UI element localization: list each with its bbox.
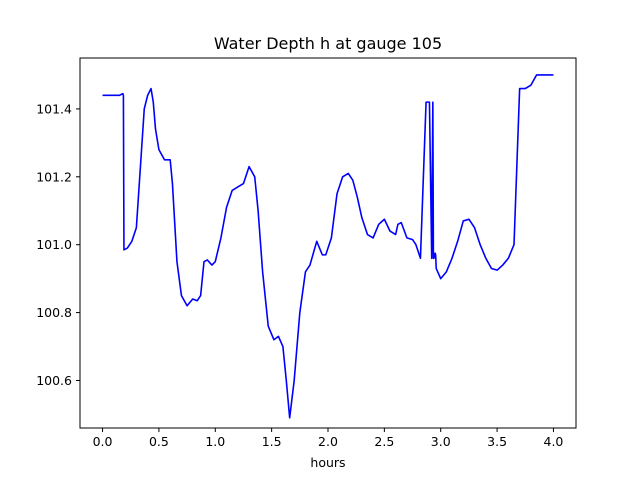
plot-area: 0.0 0.5 1.0 1.5 2.0 2.5 3.0 3.5 4.0 100.6100.810…	[36, 57, 577, 449]
x-tick-label: 1.5	[262, 434, 282, 449]
y-tick-label: 100.8	[36, 305, 72, 320]
y-tick-label: 101.0	[36, 237, 72, 252]
y-axis: 100.6 100.8 101.0 101.2 101.4	[36, 101, 80, 388]
x-axis-label: hours	[310, 455, 345, 470]
x-tick-label: 0.0	[93, 434, 113, 449]
series-line-0	[102, 74, 554, 419]
x-tick-label: 3.0	[431, 434, 451, 449]
chart-title: Water Depth h at gauge 105	[214, 34, 442, 53]
y-tick-label: 101.2	[36, 169, 72, 184]
x-tick-label: 2.5	[374, 434, 394, 449]
x-tick-label: 1.0	[205, 434, 225, 449]
series-layer	[102, 74, 554, 419]
x-tick-label: 0.5	[149, 434, 169, 449]
x-tick-label: 3.5	[487, 434, 507, 449]
x-tick-label: 4.0	[544, 434, 564, 449]
y-tick-label: 101.4	[36, 101, 72, 116]
x-axis: 0.0 0.5 1.0 1.5 2.0 2.5 3.0 3.5 4.0	[93, 428, 564, 449]
x-tick-label: 2.0	[318, 434, 338, 449]
y-tick-label: 100.6	[36, 373, 72, 388]
